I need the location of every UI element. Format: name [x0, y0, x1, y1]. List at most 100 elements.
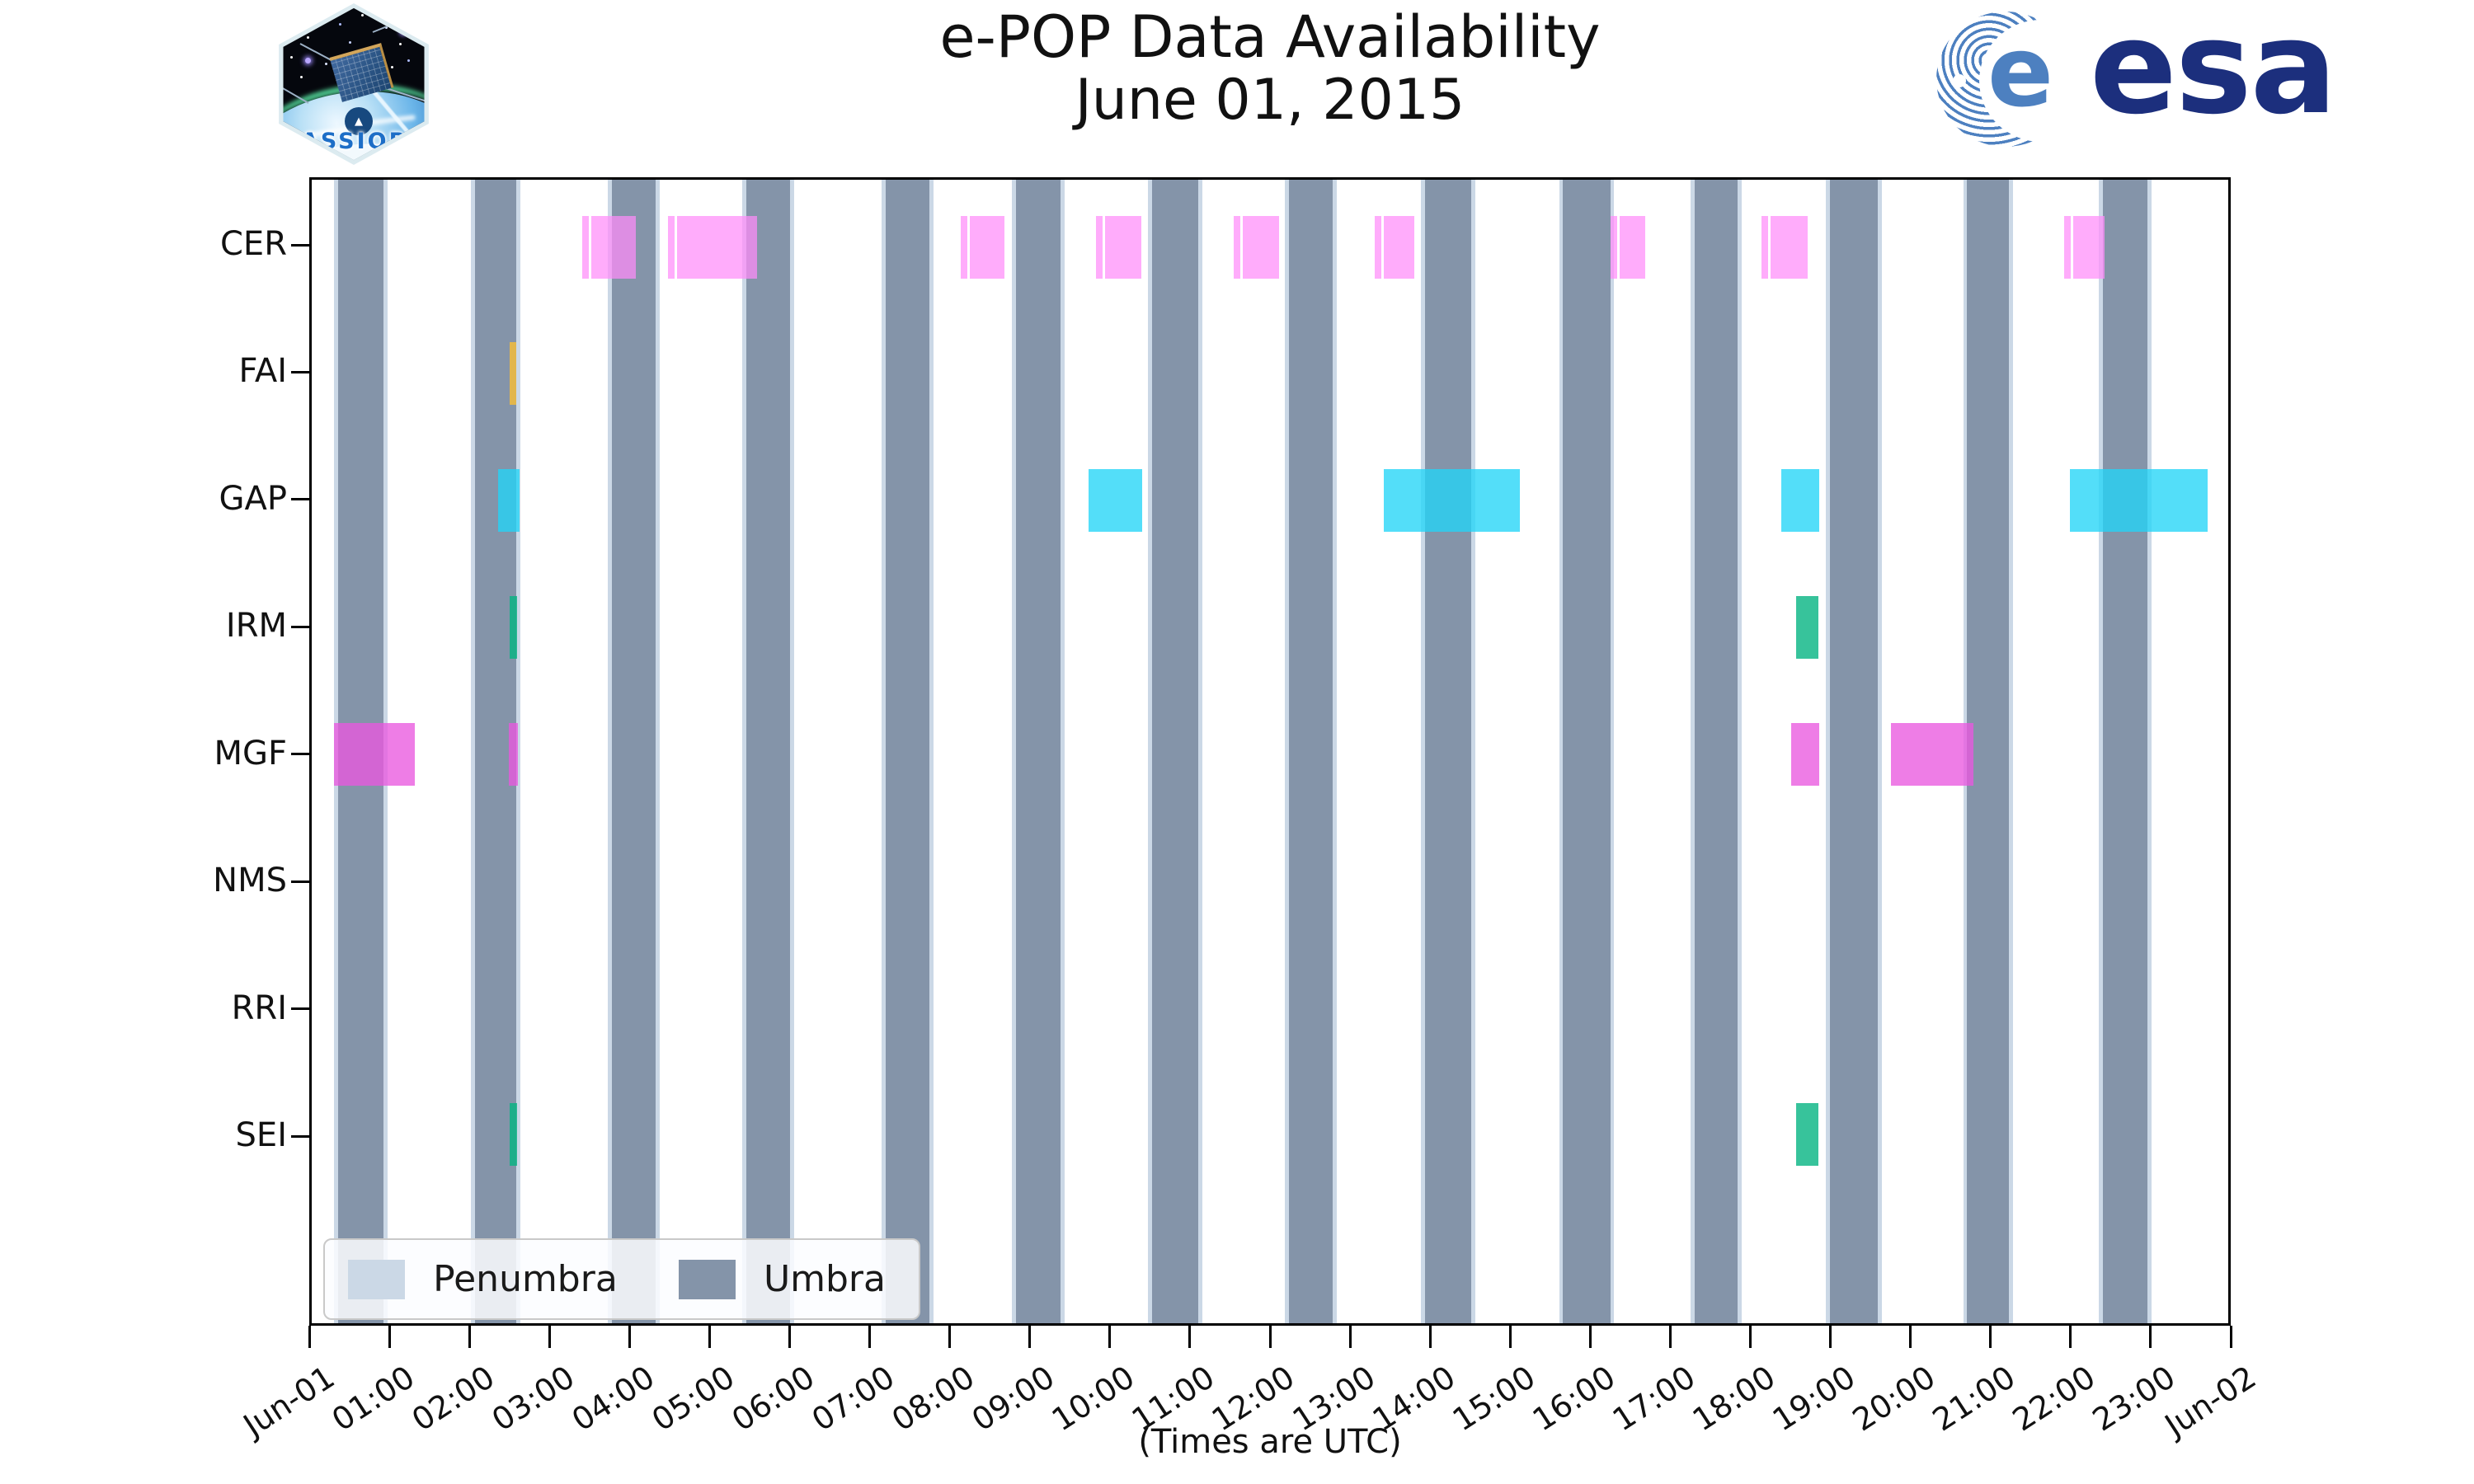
penumbra-band [1691, 180, 1696, 1323]
chart-subtitle: June 01, 2015 [1075, 68, 1465, 134]
esa-emblem-e: e [1987, 15, 2054, 129]
x-tick [1909, 1326, 1912, 1348]
umbra-band [745, 180, 791, 1323]
availability-bar-gap [497, 469, 520, 533]
availability-bar-mgf [1891, 722, 1974, 786]
x-tick [1108, 1326, 1112, 1348]
penumbra-band [1877, 180, 1882, 1323]
x-tick [2069, 1326, 2072, 1348]
x-tick [2149, 1326, 2152, 1348]
availability-bar-cer [1374, 215, 1415, 279]
legend: Penumbra Umbra [323, 1238, 920, 1320]
penumbra-band [1471, 180, 1475, 1323]
umbra-band [1151, 180, 1198, 1323]
patch-label: CASSIOPE [282, 129, 426, 154]
availability-bar-sei [510, 1103, 517, 1167]
availability-bar-irm [1796, 595, 1819, 659]
availability-bar-mgf [509, 722, 518, 786]
availability-bar-cer [1095, 215, 1142, 279]
y-tick [291, 1007, 309, 1011]
y-tick [291, 498, 309, 501]
csa-badge-icon: ▲ [345, 107, 373, 135]
penumbra-band [1012, 180, 1017, 1323]
x-tick [948, 1326, 952, 1348]
row-label-gap: GAP [219, 479, 287, 518]
x-tick [788, 1326, 791, 1348]
umbra-band [886, 180, 930, 1323]
x-tick [1268, 1326, 1272, 1348]
penumbra-band [1333, 180, 1338, 1323]
penumbra-band [470, 180, 475, 1323]
availability-bar-cer [961, 215, 1004, 279]
penumbra-band [1197, 180, 1202, 1323]
row-label-fai: FAI [238, 352, 288, 391]
row-label-nms: NMS [213, 862, 287, 900]
penumbra-band [2008, 180, 2013, 1323]
x-tick [468, 1326, 471, 1348]
x-tick [1829, 1326, 1832, 1348]
penumbra-band [2147, 180, 2152, 1323]
bar-split-line [589, 215, 592, 279]
x-tick [628, 1326, 631, 1348]
esa-logo: e esa [1936, 3, 2337, 152]
x-tick [2229, 1326, 2232, 1348]
availability-bar-mgf [334, 722, 415, 786]
starfield [275, 7, 278, 9]
availability-bar-gap [2070, 469, 2208, 533]
umbra-band [612, 180, 656, 1323]
umbra-band [1016, 180, 1061, 1323]
umbra-band [1563, 180, 1611, 1323]
bar-split-line [2070, 215, 2073, 279]
esa-dot [1953, 74, 1966, 87]
y-tick [291, 625, 309, 628]
star-icon [305, 58, 311, 63]
row-label-sei: SEI [235, 1116, 287, 1155]
esa-wordmark: esa [2090, 0, 2337, 143]
umbra-band [1289, 180, 1333, 1323]
legend-label-umbra: Umbra [763, 1258, 886, 1300]
penumbra-band [741, 180, 746, 1323]
x-tick [1028, 1326, 1032, 1348]
x-tick [1348, 1326, 1352, 1348]
x-tick [1989, 1326, 1992, 1348]
penumbra-band [1285, 180, 1290, 1323]
x-tick [1588, 1326, 1592, 1348]
penumbra-band [2099, 180, 2103, 1323]
availability-bar-cer [1234, 215, 1279, 279]
x-axis-title: (Times are UTC) [1138, 1423, 1402, 1461]
availability-bar-irm [510, 595, 517, 659]
bar-split-line [1380, 215, 1384, 279]
umbra-band [1967, 180, 2009, 1323]
x-tick [1188, 1326, 1192, 1348]
penumbra-band [1825, 180, 1830, 1323]
availability-bar-cer [1611, 215, 1646, 279]
x-tick [1749, 1326, 1752, 1348]
penumbra-band [1421, 180, 1425, 1323]
penumbra-band [515, 180, 520, 1323]
x-tick [548, 1326, 551, 1348]
penumbra-band [1061, 180, 1065, 1323]
y-tick [291, 243, 309, 247]
availability-bar-fai [510, 342, 516, 406]
row-label-irm: IRM [225, 607, 287, 646]
bar-split-line [1617, 215, 1620, 279]
plot-area: Penumbra Umbra [309, 177, 2231, 1326]
penumbra-band [656, 180, 661, 1323]
penumbra-band [790, 180, 794, 1323]
y-tick [291, 1134, 309, 1138]
penumbra-band [608, 180, 613, 1323]
penumbra-band [929, 180, 934, 1323]
x-tick [1428, 1326, 1432, 1348]
x-tick [388, 1326, 391, 1348]
x-tick [1508, 1326, 1512, 1348]
penumbra-band [1738, 180, 1743, 1323]
y-tick [291, 370, 309, 373]
umbra-swatch [678, 1259, 736, 1299]
bar-split-line [1240, 215, 1244, 279]
penumbra-band [1559, 180, 1564, 1323]
row-label-cer: CER [220, 225, 287, 264]
bar-split-line [674, 215, 677, 279]
availability-bar-cer [2063, 215, 2105, 279]
umbra-band [1829, 180, 1878, 1323]
